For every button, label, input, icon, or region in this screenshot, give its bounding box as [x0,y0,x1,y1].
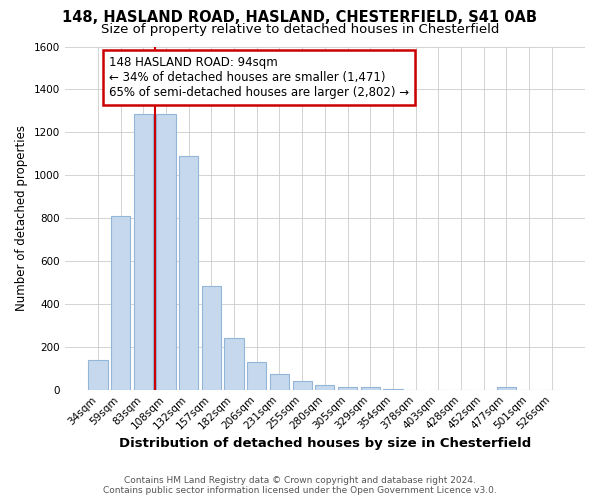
Bar [202,286,221,390]
Bar [134,114,153,390]
Text: 148, HASLAND ROAD, HASLAND, CHESTERFIELD, S41 0AB: 148, HASLAND ROAD, HASLAND, CHESTERFIELD… [62,10,538,25]
Bar [497,386,516,390]
Bar [247,362,266,390]
Bar [111,216,130,390]
Bar [270,374,289,390]
Y-axis label: Number of detached properties: Number of detached properties [15,125,28,311]
Bar [338,386,357,390]
Bar [88,360,107,390]
Text: Contains HM Land Registry data © Crown copyright and database right 2024.
Contai: Contains HM Land Registry data © Crown c… [103,476,497,495]
Text: Size of property relative to detached houses in Chesterfield: Size of property relative to detached ho… [101,22,499,36]
Bar [361,386,380,390]
Text: 148 HASLAND ROAD: 94sqm
← 34% of detached houses are smaller (1,471)
65% of semi: 148 HASLAND ROAD: 94sqm ← 34% of detache… [109,56,409,99]
Bar [224,338,244,390]
Bar [315,385,334,390]
Bar [179,156,199,390]
Bar [157,114,176,390]
Bar [383,388,403,390]
X-axis label: Distribution of detached houses by size in Chesterfield: Distribution of detached houses by size … [119,437,531,450]
Bar [293,380,312,390]
